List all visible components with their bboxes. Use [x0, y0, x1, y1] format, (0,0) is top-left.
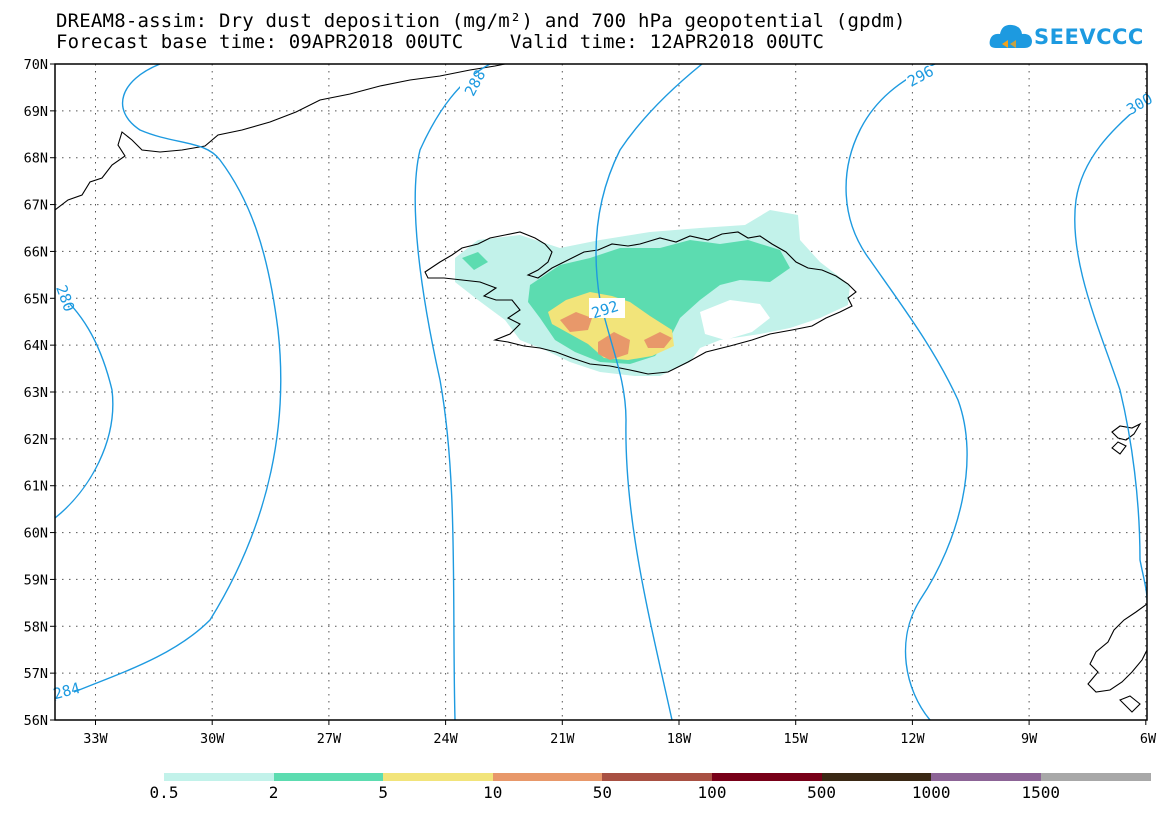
lat-label: 64N: [24, 338, 48, 354]
colorbar-label: 10: [483, 783, 503, 802]
lon-label: 12W: [900, 731, 925, 747]
lat-label: 59N: [24, 572, 48, 588]
lon-label: 15W: [784, 731, 809, 747]
faroe-islands: [1111, 422, 1142, 441]
colorbar-segment: [821, 773, 932, 781]
lat-label: 66N: [24, 244, 48, 260]
cloud-icon: [989, 24, 1032, 48]
lon-label: 24W: [433, 731, 458, 747]
colorbar-label: 1000: [911, 783, 951, 802]
latitude-labels: 70N 69N 68N 67N 66N 65N 64N 63N 62N 61N 60N 59N 58N 5…: [24, 57, 55, 729]
geopotential-contours: [55, 64, 1147, 720]
dust-level-5: [548, 292, 674, 360]
contour-300: [1074, 99, 1147, 601]
contour-label-288: 288: [461, 67, 490, 99]
lat-label: 69N: [24, 104, 48, 120]
map-subtitle-times: Forecast base time: 09APR2018 00UTC Vali…: [56, 31, 825, 53]
colorbar-segment: [273, 773, 384, 781]
colorbar-label: 1500: [1021, 783, 1061, 802]
lat-label: 61N: [24, 479, 48, 495]
contour-label-280: 280: [52, 283, 78, 315]
contour-296: [845, 64, 968, 720]
colorbar-segment: [931, 773, 1042, 781]
scotland-coast: [1087, 603, 1147, 693]
lat-label: 65N: [24, 291, 48, 307]
colorbar-label: 100: [697, 783, 727, 802]
lon-label: 18W: [667, 731, 692, 747]
hebrides-islands: [1119, 695, 1141, 713]
lon-label: 33W: [83, 731, 108, 747]
colorbar-label: 2: [268, 783, 279, 802]
lat-label: 58N: [24, 619, 48, 635]
dust-deposition-field: [455, 210, 850, 376]
colorbar-segment: [712, 773, 823, 781]
lon-label: 9W: [1021, 731, 1038, 747]
contour-288: [414, 64, 491, 720]
map-title: DREAM8-assim: Dry dust deposition (mg/m²…: [56, 10, 906, 32]
contour-280-north: [55, 64, 282, 701]
contour-280-west: [55, 289, 114, 519]
lat-label: 68N: [24, 151, 48, 167]
dust-free-area: [700, 300, 770, 340]
longitude-labels: 33W 30W 27W 24W 21W 18W 15W 12W 9W 6W: [83, 720, 1157, 747]
dust-level-10-c: [644, 332, 672, 348]
lon-label: 6W: [1140, 731, 1157, 747]
greenland-coast: [55, 64, 506, 211]
lat-label: 62N: [24, 432, 48, 448]
contour-label-300: 300: [1123, 90, 1155, 119]
colorbar-segment: [164, 773, 275, 781]
lat-label: 70N: [24, 57, 48, 73]
colorbar-label: 5: [378, 783, 389, 802]
lat-label: 67N: [24, 198, 48, 214]
colorbar-label: 500: [807, 783, 837, 802]
colorbar-segment: [602, 773, 713, 781]
colorbar-segment: [383, 773, 494, 781]
lat-label: 63N: [24, 385, 48, 401]
contour-label-284: 284: [51, 679, 82, 703]
lat-label: 60N: [24, 526, 48, 542]
lat-label: 56N: [24, 713, 48, 729]
dust-level-2-west: [462, 252, 488, 270]
dust-level-10-b: [598, 332, 630, 360]
colorbar-segment: [492, 773, 603, 781]
colorbar-label: 0.5: [149, 783, 179, 802]
lon-label: 21W: [550, 731, 575, 747]
colorbar-segment: [1040, 773, 1151, 781]
contour-292: [595, 64, 703, 720]
coastlines: [55, 64, 1147, 713]
seevccc-logo: SEEVCCC: [988, 18, 1143, 58]
iceland-coast: [424, 231, 857, 375]
lon-label: 30W: [200, 731, 225, 747]
lon-label: 27W: [317, 731, 342, 747]
colorbar-label: 50: [592, 783, 613, 802]
graticule: [55, 64, 1147, 720]
dust-level-10-a: [560, 312, 592, 332]
lat-label: 57N: [24, 666, 48, 682]
logo-text: SEEVCCC: [1034, 25, 1144, 49]
faroe-islands-b: [1111, 441, 1127, 455]
